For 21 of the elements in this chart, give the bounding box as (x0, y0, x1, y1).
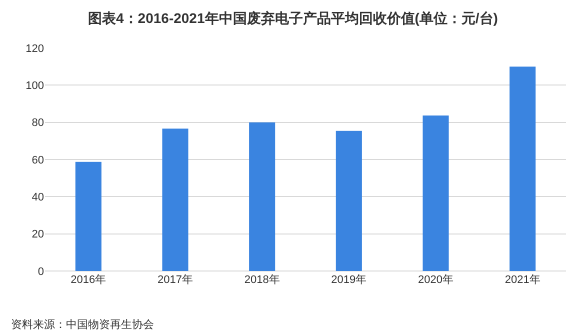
bar (422, 115, 449, 271)
chart-title: 图表4：2016-2021年中国废弃电子产品平均回收价值(单位：元/台) (88, 10, 498, 26)
bar (249, 122, 276, 271)
y-tick-label: 80 (32, 117, 44, 130)
bar (336, 130, 362, 271)
text: 资料来源：中国物资再生协会 (11, 318, 154, 331)
y-tick-label: 60 (32, 154, 44, 166)
x-tick-label: 2020年 (418, 274, 454, 286)
x-tick-label: 2016年 (70, 274, 106, 286)
x-tick-label: 2018年 (244, 274, 280, 286)
y-tick-label: 100 (26, 80, 44, 92)
x-tick-label: 2021年 (504, 274, 540, 286)
y-tick-label: 40 (32, 192, 44, 204)
bar (75, 162, 102, 271)
x-tick-label: 2019年 (331, 274, 367, 286)
x-tick-label: 2017年 (158, 274, 193, 286)
bar (510, 66, 536, 271)
bar (162, 128, 188, 271)
y-tick-label: 20 (32, 228, 44, 241)
y-tick-label: 120 (26, 42, 44, 55)
y-tick-label: 0 (38, 266, 44, 278)
